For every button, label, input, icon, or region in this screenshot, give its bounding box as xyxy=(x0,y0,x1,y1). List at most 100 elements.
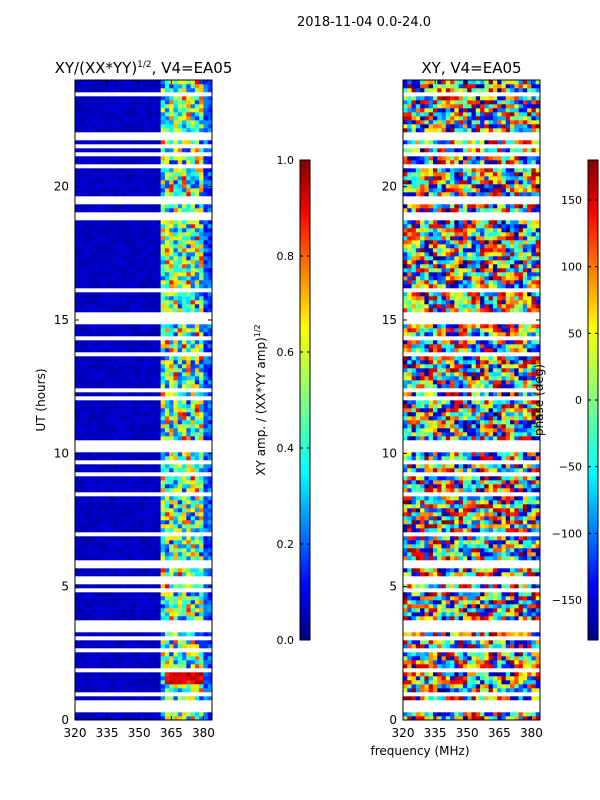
panel1-cell xyxy=(160,632,166,637)
panel2-cell xyxy=(458,604,464,609)
panel1-cell xyxy=(164,228,170,233)
panel1-cell xyxy=(147,500,153,505)
panel1-cell xyxy=(126,308,131,313)
panel2-cell xyxy=(484,596,489,601)
panel1-cell xyxy=(92,272,97,277)
panel1-cell xyxy=(156,712,161,717)
panel1-cell xyxy=(194,280,200,285)
panel1-cell xyxy=(177,172,183,177)
panel1-cell xyxy=(186,232,191,237)
panel1-cell xyxy=(190,596,196,601)
panel1-cell xyxy=(152,252,157,257)
panel2-cell xyxy=(454,600,459,605)
panel1-cell xyxy=(134,512,140,517)
panel2-flag-row xyxy=(403,708,540,713)
panel1-cell xyxy=(186,96,191,101)
panel1-cell xyxy=(207,88,212,93)
panel1-cell xyxy=(75,88,80,93)
panel1-cell xyxy=(190,608,196,613)
panel1-cell xyxy=(190,148,196,153)
panel1-cell xyxy=(130,308,136,313)
panel1-cell xyxy=(104,524,110,529)
panel1-cell xyxy=(96,100,101,105)
panel2-cell xyxy=(484,672,489,677)
panel1-cell xyxy=(199,240,204,245)
panel1-cell xyxy=(126,156,131,161)
panel1-cell xyxy=(164,604,170,609)
panel1-cell xyxy=(173,276,179,281)
panel1-cell xyxy=(190,304,196,309)
panel1-cell xyxy=(194,272,200,277)
panel1-cell xyxy=(147,512,153,517)
panel1-cell xyxy=(87,476,93,481)
panel1-cell xyxy=(190,652,196,657)
panel1-cell xyxy=(147,344,153,349)
panel1-cell xyxy=(160,84,166,89)
panel1-cell xyxy=(79,280,84,285)
panel1-cell xyxy=(87,644,93,649)
panel2-cell xyxy=(484,684,489,689)
panel1-cell xyxy=(203,652,209,657)
panel2-cell xyxy=(462,600,468,605)
panel2-flag-row xyxy=(403,576,540,581)
panel2-cell xyxy=(462,660,468,665)
panel1-cell xyxy=(113,428,119,433)
panel1-cell xyxy=(104,596,110,601)
panel1-cell xyxy=(156,360,161,365)
panel2-cell xyxy=(462,548,468,553)
panel1-cell xyxy=(207,660,212,665)
panel1-cell xyxy=(122,88,127,93)
panel1-cell xyxy=(147,180,153,185)
panel1-cell xyxy=(156,656,161,661)
panel1-cell xyxy=(134,256,140,261)
panel1-cell xyxy=(122,156,127,161)
panel1-cell xyxy=(203,224,209,229)
panel1-cell xyxy=(199,204,204,209)
panel1-cell xyxy=(113,680,119,685)
panel1-cell xyxy=(160,608,166,613)
panel1-cell xyxy=(83,360,89,365)
panel1-cell xyxy=(134,140,140,145)
panel1-cell xyxy=(134,112,140,117)
panel2-cell xyxy=(445,536,451,541)
panel2-cell xyxy=(484,712,489,717)
panel1-cell xyxy=(177,248,183,253)
panel1-cell xyxy=(152,516,157,521)
panel1-cell xyxy=(194,356,200,361)
panel2-cell xyxy=(432,524,438,529)
panel1-cell xyxy=(169,380,174,385)
panel1-cell xyxy=(92,464,97,469)
panel1-cell xyxy=(113,416,119,421)
panel1-cell xyxy=(186,420,191,425)
panel2-cell xyxy=(518,684,524,689)
panel1-cell xyxy=(164,716,170,720)
panel2-cell xyxy=(403,688,408,693)
panel2-cell xyxy=(501,672,507,677)
panel2-cell xyxy=(467,608,472,613)
panel1-cell xyxy=(164,508,170,513)
panel1-cell xyxy=(203,548,209,553)
panel1-cell xyxy=(122,404,127,409)
panel1-cell xyxy=(186,512,191,517)
panel2-cell xyxy=(497,712,502,717)
panel1-cell xyxy=(173,372,179,377)
panel1-cell xyxy=(199,516,204,521)
panel1-cell xyxy=(134,640,140,645)
panel1-cell xyxy=(87,684,93,689)
panel2-cell xyxy=(415,640,421,645)
panel1-cell xyxy=(156,452,161,457)
panel2-cell xyxy=(450,716,455,720)
panel2-cell xyxy=(484,664,489,669)
panel1-cell xyxy=(182,544,187,549)
panel1-cell xyxy=(186,596,191,601)
panel2-cell xyxy=(471,600,477,605)
panel1-cell xyxy=(173,220,179,225)
panel1-cell xyxy=(190,296,196,301)
panel1-cell xyxy=(169,436,174,441)
panel1-cell xyxy=(87,280,93,285)
panel1-cell xyxy=(203,420,209,425)
panel1-cell xyxy=(164,404,170,409)
panel1-cell xyxy=(156,600,161,605)
panel1-cell xyxy=(113,548,119,553)
panel1-cell xyxy=(182,264,187,269)
